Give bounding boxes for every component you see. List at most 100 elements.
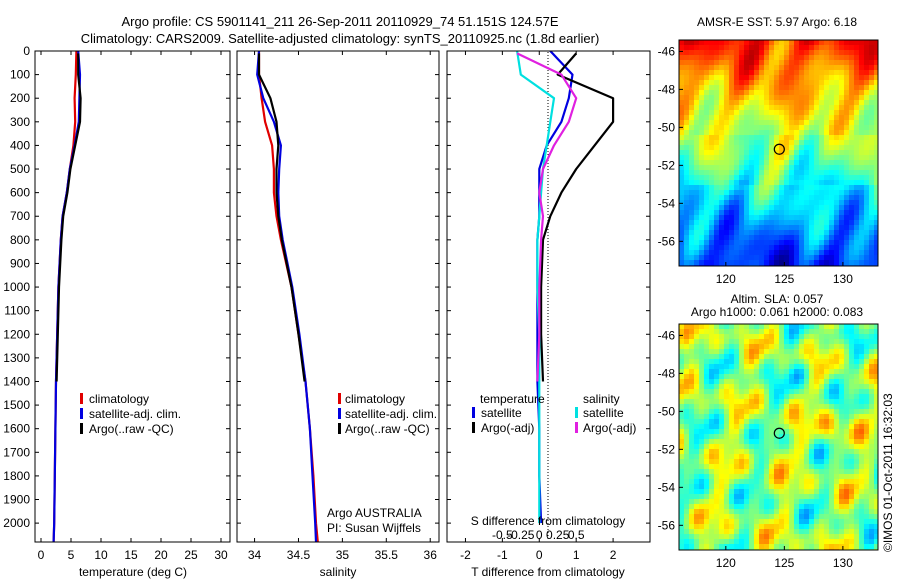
heatmap-cell (744, 110, 750, 116)
heatmap-cell (699, 70, 705, 76)
heatmap-cell (849, 175, 855, 181)
heatmap-cell (789, 494, 795, 500)
heatmap-cell (779, 195, 785, 201)
heatmap-cell (724, 394, 730, 400)
heatmap-cell (689, 210, 695, 216)
heatmap-cell (754, 529, 760, 535)
y-tick-label: 900 (10, 256, 30, 270)
heatmap-cell (859, 499, 865, 505)
heatmap-cell (824, 539, 830, 545)
s-difference-label: S difference from climatology (471, 514, 626, 528)
heatmap-cell (744, 424, 750, 430)
heatmap-cell (689, 324, 695, 330)
heatmap-cell (734, 444, 740, 450)
y-tick-label: 1400 (3, 374, 30, 388)
heatmap-cell (824, 115, 830, 121)
heatmap-cell (714, 180, 720, 186)
x-tick-label: -2 (460, 548, 471, 562)
heatmap-cell (689, 499, 695, 505)
heatmap-cell (819, 454, 825, 460)
heatmap-cell (789, 519, 795, 525)
heatmap-cell (714, 434, 720, 440)
heatmap-cell (719, 225, 725, 231)
heatmap-cell (819, 534, 825, 540)
heatmap-cell (729, 215, 735, 221)
heatmap-cell (709, 374, 715, 380)
heatmap-cell (684, 150, 690, 156)
heatmap-cell (819, 509, 825, 515)
heatmap-cell (849, 409, 855, 415)
heatmap-cell (854, 334, 860, 340)
heatmap-cell (809, 125, 815, 131)
heatmap-cell (774, 100, 780, 106)
heatmap-cell (704, 519, 710, 525)
heatmap-cell (764, 60, 770, 66)
heatmap-cell (684, 230, 690, 236)
heatmap-cell (744, 160, 750, 166)
heatmap-cell (769, 155, 775, 161)
heatmap-cell (779, 504, 785, 510)
heatmap-cell (834, 359, 840, 365)
heatmap-cell (694, 235, 700, 241)
heatmap-cell (769, 509, 775, 515)
heatmap-cell (809, 250, 815, 256)
heatmap-cell (814, 474, 820, 480)
heatmap-cell (844, 260, 850, 266)
heatmap-cell (689, 75, 695, 81)
heatmap-cell (739, 255, 745, 261)
heatmap-cell (784, 379, 790, 385)
heatmap-cell (784, 414, 790, 420)
heatmap-cell (769, 329, 775, 335)
heatmap-cell (784, 464, 790, 470)
heatmap-cell (699, 240, 705, 246)
heatmap-cell (839, 245, 845, 251)
heatmap-cell (814, 509, 820, 515)
difference-axes-box (446, 50, 651, 543)
heatmap-cell (854, 539, 860, 545)
heatmap-cell (679, 534, 685, 540)
heatmap-cell (819, 499, 825, 505)
heatmap-cell (794, 80, 800, 86)
heatmap-cell (739, 359, 745, 365)
heatmap-cell (689, 334, 695, 340)
heatmap-cell (749, 489, 755, 495)
heatmap-cell (854, 329, 860, 335)
heatmap-cell (729, 534, 735, 540)
heatmap-cell (719, 434, 725, 440)
heatmap-cell (754, 364, 760, 370)
heatmap-cell (819, 195, 825, 201)
heatmap-cell (759, 469, 765, 475)
heatmap-cell (699, 499, 705, 505)
heatmap-cell (829, 145, 835, 151)
heatmap-cell (779, 260, 785, 266)
heatmap-cell (699, 220, 705, 226)
heatmap-cell (824, 140, 830, 146)
legend-label-climatology: climatology (345, 392, 405, 406)
heatmap-cell (719, 230, 725, 236)
heatmap-cell (699, 150, 705, 156)
heatmap-cell (824, 215, 830, 221)
heatmap-cell (699, 100, 705, 106)
heatmap-cell (799, 180, 805, 186)
heatmap-cell (724, 140, 730, 146)
heatmap-cell (684, 509, 690, 515)
heatmap-cell (809, 145, 815, 151)
heatmap-cell (754, 55, 760, 61)
heatmap-cell (869, 414, 875, 420)
argo-float-marker (773, 427, 785, 439)
heatmap-cell (814, 230, 820, 236)
heatmap-cell (754, 135, 760, 141)
heatmap-cell (734, 115, 740, 121)
heatmap-cell (799, 230, 805, 236)
heatmap-cell (689, 379, 695, 385)
heatmap-cell (679, 145, 685, 151)
heatmap-cell (859, 210, 865, 216)
heatmap-cell (814, 469, 820, 475)
heatmap-cell (719, 389, 725, 395)
heatmap-cell (799, 474, 805, 480)
heatmap-cell (859, 439, 865, 445)
heatmap-cell (759, 145, 765, 151)
legend-swatch-t-satellite (472, 407, 475, 418)
heatmap-cell (839, 339, 845, 345)
heatmap-cell (749, 115, 755, 121)
